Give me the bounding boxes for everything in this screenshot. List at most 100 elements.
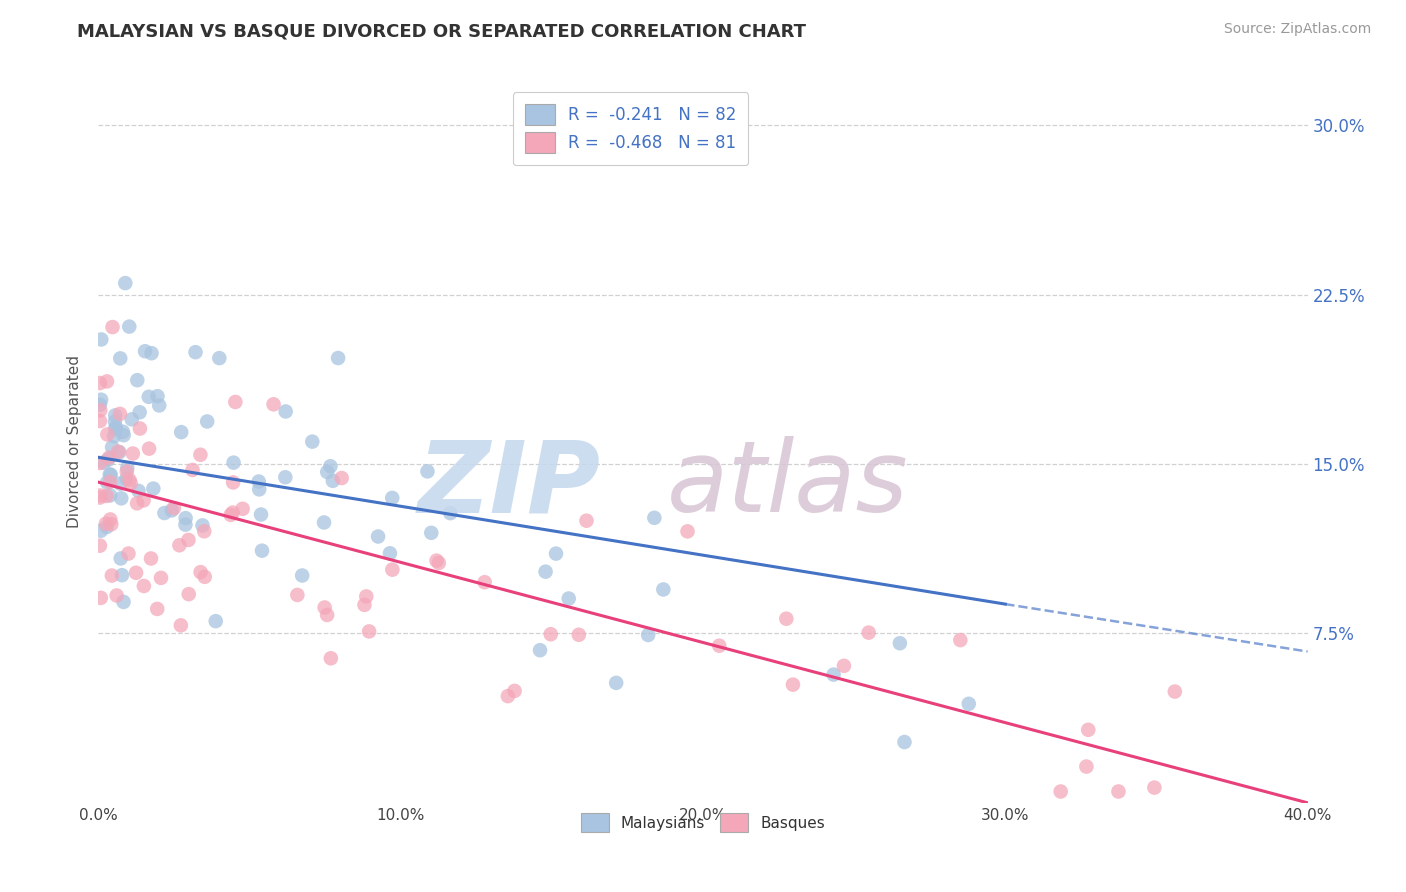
- Point: [89, 398, 111, 412]
- Point: [170, 618, 193, 632]
- Point: [97, 453, 120, 467]
- Point: [222, 456, 245, 470]
- Point: [224, 395, 246, 409]
- Point: [208, 351, 231, 365]
- Point: [98, 467, 121, 482]
- Point: [540, 627, 562, 641]
- Point: [98, 450, 121, 465]
- Point: [709, 639, 731, 653]
- Point: [316, 607, 339, 622]
- Point: [170, 425, 193, 439]
- Point: [605, 676, 627, 690]
- Text: Source: ZipAtlas.com: Source: ZipAtlas.com: [1223, 22, 1371, 37]
- Point: [111, 425, 134, 439]
- Point: [104, 409, 127, 423]
- Point: [1164, 684, 1187, 698]
- Point: [100, 467, 122, 482]
- Point: [425, 553, 447, 567]
- Point: [204, 614, 226, 628]
- Point: [121, 412, 143, 426]
- Point: [89, 491, 111, 505]
- Point: [115, 472, 138, 486]
- Point: [177, 587, 200, 601]
- Point: [118, 319, 141, 334]
- Point: [101, 568, 124, 582]
- Point: [110, 476, 132, 491]
- Point: [100, 517, 122, 532]
- Point: [247, 475, 270, 489]
- Point: [90, 524, 112, 538]
- Point: [274, 470, 297, 484]
- Point: [782, 678, 804, 692]
- Point: [285, 588, 308, 602]
- Point: [117, 547, 139, 561]
- Point: [557, 591, 579, 606]
- Point: [96, 475, 118, 490]
- Point: [314, 600, 336, 615]
- Point: [127, 496, 149, 510]
- Point: [98, 475, 121, 489]
- Point: [93, 456, 115, 470]
- Point: [291, 568, 314, 582]
- Point: [98, 488, 121, 502]
- Point: [105, 589, 128, 603]
- Point: [496, 689, 519, 703]
- Point: [893, 735, 915, 749]
- Point: [319, 459, 342, 474]
- Point: [94, 516, 117, 531]
- Point: [110, 351, 132, 366]
- Point: [89, 539, 111, 553]
- Point: [169, 538, 191, 552]
- Point: [110, 491, 132, 506]
- Point: [367, 529, 389, 543]
- Y-axis label: Divorced or Separated: Divorced or Separated: [67, 355, 83, 528]
- Point: [89, 376, 111, 390]
- Point: [1143, 780, 1166, 795]
- Point: [195, 415, 218, 429]
- Text: atlas: atlas: [666, 436, 908, 533]
- Point: [174, 511, 197, 525]
- Point: [89, 414, 111, 428]
- Point: [120, 476, 142, 491]
- Point: [219, 508, 242, 522]
- Point: [128, 483, 150, 498]
- Point: [146, 389, 169, 403]
- Point: [112, 428, 135, 442]
- Point: [146, 602, 169, 616]
- Point: [150, 571, 173, 585]
- Point: [103, 429, 125, 443]
- Point: [381, 563, 404, 577]
- Point: [250, 543, 273, 558]
- Point: [823, 667, 845, 681]
- Point: [114, 276, 136, 290]
- Point: [107, 444, 129, 458]
- Text: MALAYSIAN VS BASQUE DIVORCED OR SEPARATED CORRELATION CHART: MALAYSIAN VS BASQUE DIVORCED OR SEPARATE…: [77, 22, 806, 40]
- Point: [89, 488, 111, 502]
- Point: [115, 465, 138, 479]
- Point: [503, 684, 526, 698]
- Point: [111, 568, 134, 582]
- Point: [139, 551, 162, 566]
- Point: [193, 524, 215, 539]
- Point: [104, 422, 127, 436]
- Point: [301, 434, 323, 449]
- Text: ZIP: ZIP: [418, 436, 600, 533]
- Point: [529, 643, 551, 657]
- Point: [190, 448, 212, 462]
- Point: [356, 590, 378, 604]
- Point: [138, 390, 160, 404]
- Point: [439, 506, 461, 520]
- Point: [676, 524, 699, 539]
- Point: [427, 556, 450, 570]
- Point: [474, 575, 496, 590]
- Point: [568, 628, 591, 642]
- Point: [96, 427, 118, 442]
- Point: [378, 546, 401, 560]
- Point: [90, 333, 112, 347]
- Point: [858, 625, 880, 640]
- Point: [637, 628, 659, 642]
- Point: [132, 493, 155, 508]
- Point: [108, 407, 131, 421]
- Point: [775, 612, 797, 626]
- Point: [381, 491, 404, 505]
